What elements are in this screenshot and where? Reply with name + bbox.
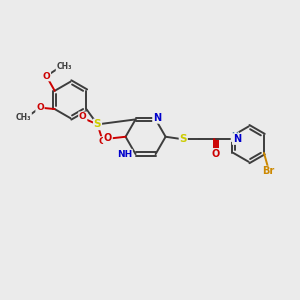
Text: NH: NH bbox=[117, 150, 132, 159]
Text: CH₃: CH₃ bbox=[16, 113, 31, 122]
Text: N: N bbox=[233, 134, 241, 144]
Text: S: S bbox=[179, 134, 187, 144]
Text: O: O bbox=[79, 112, 87, 121]
Text: S: S bbox=[94, 119, 101, 129]
Text: H: H bbox=[231, 132, 238, 141]
Text: CH₃: CH₃ bbox=[56, 62, 72, 71]
Text: O: O bbox=[104, 133, 112, 143]
Text: O: O bbox=[98, 137, 106, 146]
Text: O: O bbox=[36, 103, 44, 112]
Text: Br: Br bbox=[262, 167, 274, 176]
Text: N: N bbox=[153, 113, 161, 123]
Text: O: O bbox=[212, 149, 220, 159]
Text: O: O bbox=[43, 72, 50, 81]
